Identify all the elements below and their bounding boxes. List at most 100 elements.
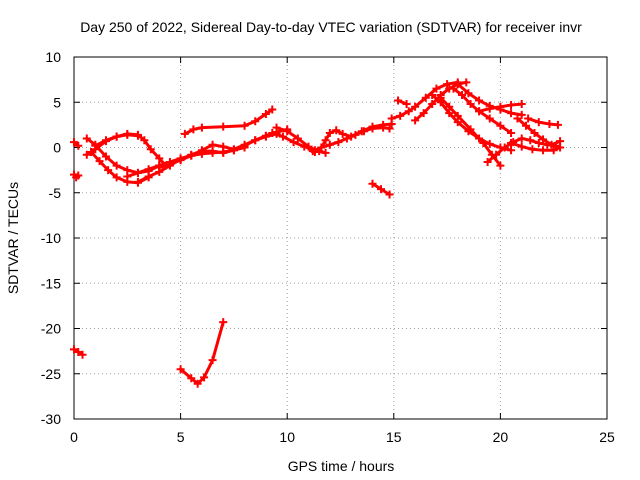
data-point	[496, 121, 505, 130]
series-arc-3	[70, 138, 83, 150]
data-point	[176, 156, 185, 165]
data-point	[293, 134, 302, 143]
data-point	[140, 136, 149, 145]
data-point	[180, 129, 189, 138]
data-point	[411, 102, 420, 111]
data-point	[368, 179, 377, 188]
x-tick-label: 5	[177, 429, 185, 445]
data-point	[507, 138, 516, 147]
y-axis-label: SDTVAR / TECUs	[5, 182, 21, 294]
data-point	[534, 138, 543, 147]
data-point	[475, 134, 484, 143]
data-point	[549, 146, 558, 155]
data-point	[526, 136, 535, 145]
y-tick-label: -15	[41, 275, 61, 291]
data-point	[528, 145, 537, 154]
data-point	[144, 165, 153, 174]
data-point	[315, 147, 324, 156]
data-point	[524, 114, 533, 123]
data-point	[112, 161, 121, 170]
data-point	[485, 139, 494, 148]
y-tick-label: -25	[41, 366, 61, 382]
data-point	[123, 130, 132, 139]
data-point	[517, 110, 526, 119]
data-point	[321, 148, 330, 157]
data-point	[112, 173, 121, 182]
data-point	[453, 80, 462, 89]
data-point	[387, 114, 396, 123]
y-tick-label: 10	[45, 49, 61, 65]
data-point	[208, 140, 217, 149]
data-point	[539, 135, 548, 144]
data-point	[432, 84, 441, 93]
x-tick-label: 10	[279, 429, 295, 445]
data-point	[70, 345, 78, 354]
data-point	[492, 150, 501, 159]
series-line	[179, 320, 225, 386]
data-point	[82, 150, 91, 159]
y-tick-label: -10	[41, 230, 61, 246]
data-point	[187, 374, 196, 383]
data-point	[421, 93, 430, 102]
data-point	[146, 145, 155, 154]
data-point	[78, 350, 87, 359]
data-point	[507, 129, 516, 138]
data-point	[112, 132, 121, 141]
data-point	[261, 110, 270, 119]
series-arc-11	[180, 105, 277, 138]
data-point	[445, 109, 454, 118]
data-point	[104, 166, 113, 175]
series-arc-12	[176, 318, 228, 388]
data-point	[240, 140, 249, 149]
data-point	[187, 151, 196, 160]
data-point	[193, 379, 202, 388]
x-axis-label: GPS time / hours	[288, 458, 395, 474]
series-arc-10	[155, 129, 281, 172]
data-point	[133, 177, 142, 186]
data-point	[101, 137, 110, 146]
data-point	[458, 91, 467, 100]
data-point	[517, 100, 526, 109]
data-point	[321, 136, 330, 145]
data-point	[453, 118, 462, 127]
data-point	[530, 129, 539, 138]
data-point	[240, 121, 249, 130]
data-point	[483, 157, 492, 166]
data-point	[521, 121, 530, 130]
data-point	[553, 120, 562, 129]
data-point	[396, 111, 405, 120]
data-point	[517, 134, 526, 143]
data-point	[70, 138, 78, 147]
data-point	[404, 107, 413, 116]
series-arc-7	[82, 130, 142, 159]
data-point	[91, 145, 100, 154]
data-point	[133, 131, 142, 140]
data-point	[229, 145, 238, 154]
data-point	[268, 105, 277, 114]
tick-layer: 0 5 10 15 20 25 10 5 0 -5 -10 -15 -20 -25 -30	[41, 49, 615, 445]
series-arc-2	[70, 345, 87, 359]
y-tick-label: 0	[53, 140, 61, 156]
data-point	[449, 84, 458, 93]
data-point	[462, 78, 471, 87]
data-point	[379, 120, 388, 129]
data-point	[464, 89, 473, 98]
data-point	[513, 114, 522, 123]
x-tick-label: 25	[599, 429, 615, 445]
series-arc-22	[428, 91, 516, 155]
data-point	[74, 141, 83, 150]
data-point	[219, 318, 228, 327]
data-point	[534, 118, 543, 127]
data-point	[436, 98, 445, 107]
data-point	[485, 114, 494, 123]
data-point	[347, 132, 356, 141]
data-point	[325, 129, 334, 138]
data-point	[189, 125, 198, 134]
data-point	[176, 365, 185, 374]
series-line	[526, 117, 560, 127]
data-point	[443, 80, 452, 89]
data-point	[466, 100, 475, 109]
data-point	[272, 123, 281, 132]
data-point	[251, 136, 260, 145]
data-point	[197, 123, 206, 132]
